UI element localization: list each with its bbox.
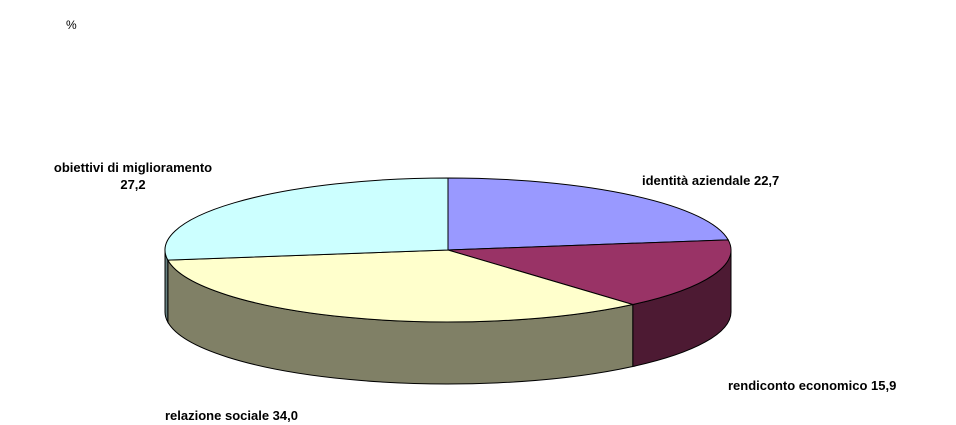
slice-label-obiettivi-di-miglioramento: obiettivi di miglioramento [54, 160, 212, 175]
slice-label-relazione-sociale: relazione sociale 34,0 [165, 408, 298, 423]
pie-sides [164, 249, 732, 385]
unit-label: % [66, 18, 77, 32]
slice-label-obiettivi-di-miglioramento-value: 27,2 [120, 177, 145, 192]
pie-slice-relazione-sociale [166, 249, 633, 323]
slice-label-rendiconto-economico: rendiconto economico 15,9 [728, 378, 896, 393]
slice-label-identita-aziendale: identità aziendale 22,7 [642, 173, 779, 188]
pie-slice-obiettivi-di-miglioramento [164, 177, 449, 261]
pie-slice-rendiconto-economico [447, 239, 732, 306]
pie-labels: identità aziendale 22,7 rendiconto econom… [54, 160, 896, 423]
pie-side-obiettivi-di-miglioramento [164, 249, 169, 325]
pie-slice-identita-aziendale [447, 177, 730, 251]
pie-tops [164, 177, 732, 323]
